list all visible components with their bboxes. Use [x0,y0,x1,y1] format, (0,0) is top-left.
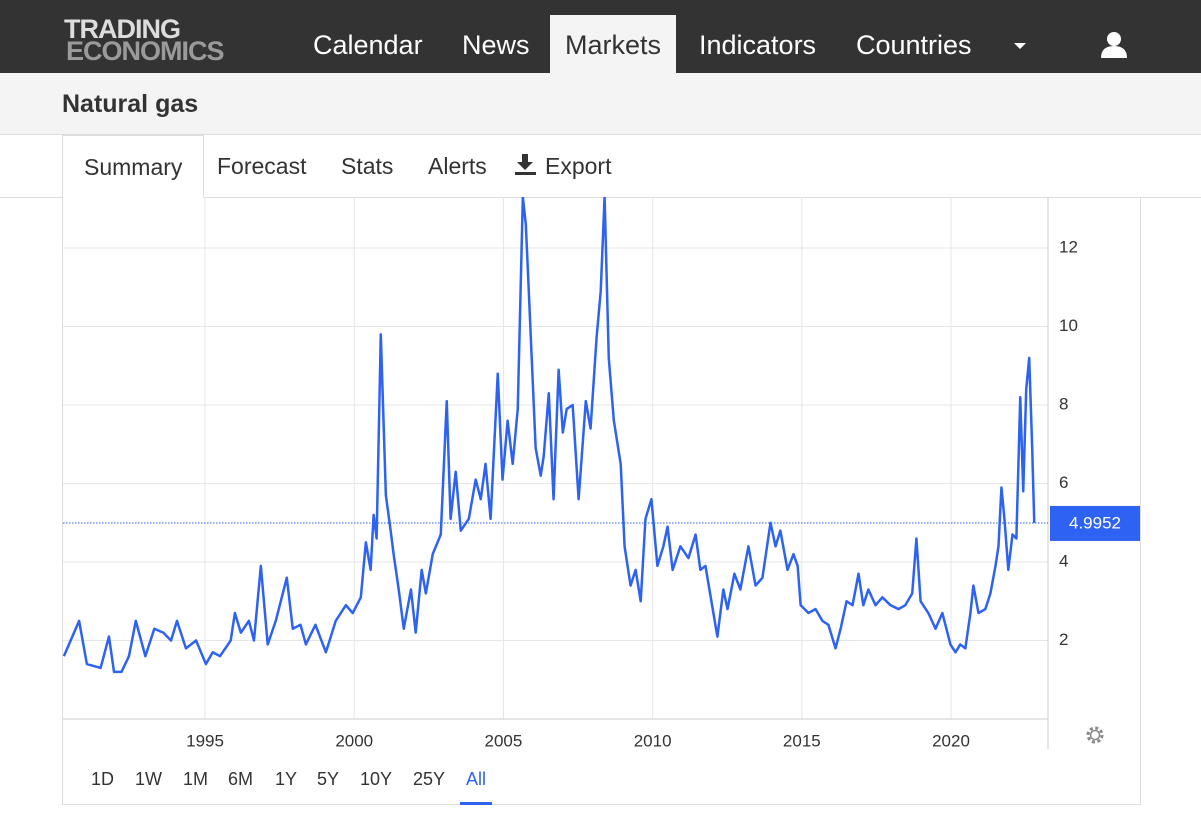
x-tick-label: 2010 [634,731,672,750]
price-line [63,197,1036,674]
tab[interactable]: Export [494,135,632,197]
page-title: Natural gas [62,90,199,118]
x-tick-label: 1995 [186,731,224,750]
range-button[interactable]: All [460,768,493,805]
logo-top[interactable]: TRADING [64,14,181,44]
y-tick-label: 12 [1059,238,1078,257]
y-tick-label: 8 [1059,394,1068,413]
y-tick-label: 2 [1059,630,1068,649]
tab[interactable]: Summary [62,135,205,198]
y-tick-label: 6 [1059,473,1068,492]
nav-item[interactable]: Markets [550,15,677,73]
range-button[interactable]: 1M [183,769,209,789]
tab[interactable]: Forecast [217,153,307,179]
dropdown-caret[interactable] [1010,38,1030,52]
y-tick-label: 10 [1059,316,1078,335]
range-button[interactable]: 1D [91,769,115,789]
tab-bar: Summary Forecast Stats Alerts Export [0,135,1201,198]
nav-bar: TRADING ECONOMICS Calendar News Markets Ind… [0,0,1201,73]
settings-icon[interactable] [1084,724,1106,746]
range-button[interactable]: 1W [135,769,162,789]
range-button[interactable]: 10Y [360,769,393,789]
x-tick-label: 2005 [485,731,523,750]
nav-item[interactable]: Calendar [313,30,423,60]
range-button[interactable]: 5Y [317,769,340,789]
user-icon[interactable] [1099,30,1129,60]
title-bar: Natural gas [0,73,1201,135]
chart-panel: 2 4 6 8 10 12 1995 2000 2005 2010 2015 2020 4.9952 1… [62,197,1141,805]
chart: 2 4 6 8 10 12 1995 2000 2005 2010 2015 2020 4.9952 [63,197,1141,750]
range-button[interactable]: 1Y [275,769,298,789]
last-value-label: 4.9952 [1069,513,1121,532]
export-icon[interactable] [514,153,538,177]
logo-bottom[interactable]: ECONOMICS [66,36,225,66]
x-tick-label: 2015 [783,731,821,750]
nav-item[interactable]: News [462,30,530,60]
tab[interactable]: Stats [341,153,394,179]
range-button[interactable]: 25Y [413,769,446,789]
tab[interactable]: Alerts [428,153,487,179]
range-button[interactable]: 6M [228,769,254,789]
y-tick-label: 4 [1059,551,1068,570]
x-tick-label: 2000 [335,731,373,750]
nav-item[interactable]: Indicators [699,30,817,60]
x-tick-label: 2020 [932,731,970,750]
last-value-box [1050,505,1141,541]
nav-item[interactable]: Countries [856,30,972,60]
